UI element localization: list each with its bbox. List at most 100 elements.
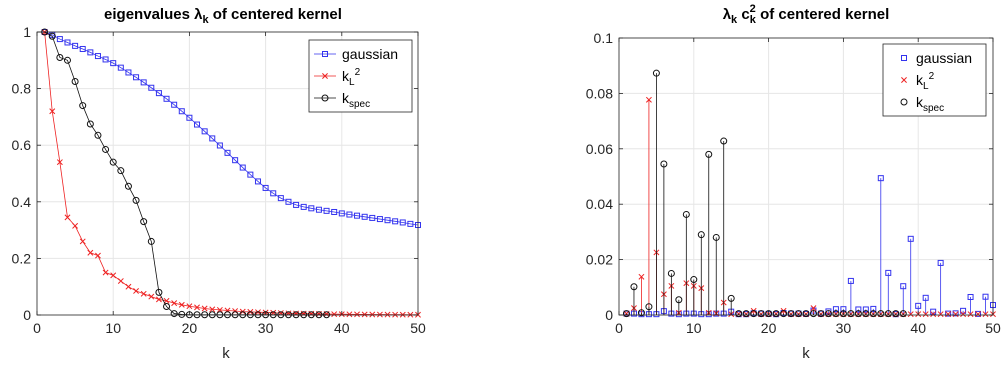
data-point bbox=[720, 137, 728, 145]
data-point bbox=[982, 293, 989, 300]
data-point bbox=[323, 207, 330, 214]
data-point bbox=[140, 79, 147, 86]
x-tick-label: 30 bbox=[836, 320, 852, 336]
data-point bbox=[697, 231, 705, 239]
data-point bbox=[945, 311, 952, 318]
series-line bbox=[44, 31, 419, 316]
data-point bbox=[186, 303, 193, 310]
data-point bbox=[810, 305, 817, 312]
legend-item: kL2 bbox=[901, 71, 935, 92]
data-point bbox=[125, 283, 132, 290]
data-point bbox=[407, 220, 414, 227]
y-tick-label: 0.04 bbox=[586, 196, 613, 212]
title-tail: of centered kernel bbox=[756, 6, 889, 23]
data-point bbox=[87, 249, 94, 256]
y-tick-label: 0.2 bbox=[12, 250, 32, 266]
data-point bbox=[750, 310, 758, 318]
data-point bbox=[79, 102, 87, 110]
data-point bbox=[262, 184, 269, 191]
data-point bbox=[102, 56, 109, 63]
data-point bbox=[277, 195, 284, 202]
data-point bbox=[155, 296, 162, 303]
legend-item: gaussian bbox=[901, 50, 972, 66]
data-point bbox=[795, 310, 803, 318]
data-point bbox=[354, 311, 360, 318]
title-sub: k bbox=[202, 14, 209, 26]
title-symbol: λ bbox=[194, 6, 203, 23]
data-point bbox=[56, 159, 63, 166]
data-point bbox=[667, 269, 675, 277]
legend-marker bbox=[322, 51, 328, 57]
data-point bbox=[824, 310, 832, 318]
legend-marker bbox=[901, 55, 907, 61]
data-point bbox=[94, 131, 102, 139]
data-point bbox=[209, 135, 216, 142]
data-point bbox=[622, 310, 630, 318]
data-point bbox=[742, 310, 750, 318]
data-point bbox=[967, 311, 974, 318]
data-point bbox=[369, 214, 376, 221]
data-point bbox=[735, 310, 743, 318]
legend-marker bbox=[322, 73, 328, 79]
data-point bbox=[148, 293, 155, 300]
data-point bbox=[178, 301, 185, 308]
data-point bbox=[630, 283, 638, 291]
legend: gaussian kL2 kspec bbox=[308, 39, 413, 113]
y-tick-label: 0.6 bbox=[12, 137, 32, 153]
data-point bbox=[140, 290, 147, 297]
data-point bbox=[832, 306, 839, 313]
legend-label: gaussian bbox=[342, 46, 398, 62]
title-sub: k bbox=[731, 14, 738, 26]
x-tick-label: 40 bbox=[334, 320, 350, 336]
plot-area: 0 10 20 30 40 50 0 0.2 0.4 0.6 0.8 1 gaussian kL2 kspe… bbox=[12, 24, 426, 336]
data-point bbox=[772, 310, 780, 318]
data-point bbox=[376, 311, 383, 318]
data-point bbox=[64, 39, 71, 46]
data-point bbox=[854, 310, 862, 318]
y-tick-label: 1 bbox=[23, 24, 31, 40]
x-tick-label: 20 bbox=[761, 320, 777, 336]
data-point bbox=[102, 145, 110, 153]
data-point bbox=[201, 305, 208, 312]
data-point bbox=[79, 45, 86, 52]
data-point bbox=[637, 309, 645, 317]
data-point bbox=[787, 310, 795, 318]
data-point bbox=[952, 310, 959, 317]
data-point bbox=[194, 121, 201, 128]
data-point bbox=[71, 78, 79, 86]
data-point bbox=[331, 208, 338, 215]
data-point bbox=[376, 216, 383, 223]
data-point bbox=[201, 128, 208, 135]
data-point bbox=[186, 114, 193, 121]
data-point bbox=[346, 211, 353, 218]
legend-item: kspec bbox=[314, 90, 370, 110]
data-point bbox=[148, 84, 155, 91]
data-point bbox=[239, 164, 246, 171]
title-symbol: λ bbox=[723, 6, 732, 23]
data-point bbox=[727, 294, 735, 302]
data-point bbox=[110, 60, 117, 67]
y-tick-label: 0.06 bbox=[586, 141, 613, 157]
legend-label: kspec bbox=[342, 90, 370, 110]
data-point bbox=[645, 96, 652, 103]
data-point bbox=[967, 293, 974, 300]
y-tick-label: 0.08 bbox=[586, 85, 613, 101]
data-point bbox=[862, 310, 870, 318]
title-sup2: 2 bbox=[750, 3, 756, 15]
data-point bbox=[56, 53, 64, 61]
y-tick-label: 0.1 bbox=[594, 30, 614, 46]
data-point bbox=[171, 101, 178, 108]
data-point bbox=[194, 304, 200, 311]
data-point bbox=[930, 311, 937, 318]
data-point bbox=[975, 311, 981, 318]
axes-frame bbox=[618, 37, 994, 316]
data-point bbox=[117, 167, 125, 175]
data-point bbox=[361, 213, 368, 220]
data-point bbox=[285, 198, 292, 205]
data-point bbox=[331, 311, 338, 318]
data-point bbox=[809, 310, 817, 318]
legend-marker bbox=[901, 77, 907, 83]
y-tick-label: 0.8 bbox=[12, 81, 32, 97]
data-point bbox=[780, 310, 788, 318]
data-point bbox=[817, 310, 825, 318]
